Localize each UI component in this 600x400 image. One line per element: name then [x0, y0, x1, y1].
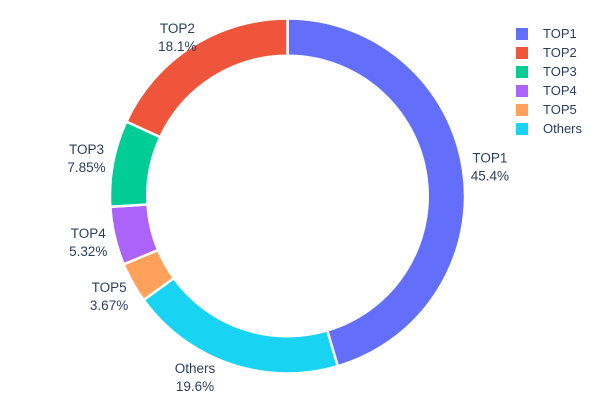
- slice-label-TOP4: TOP4 5.32%: [69, 226, 107, 259]
- legend-item-TOP5[interactable]: TOP5: [516, 100, 582, 119]
- legend-item-TOP2[interactable]: TOP2: [516, 43, 582, 62]
- legend-label: Others: [543, 121, 583, 136]
- legend-label: TOP3: [543, 64, 577, 79]
- pie-slice-TOP1[interactable]: [286, 17, 467, 368]
- legend-label: TOP4: [543, 83, 577, 98]
- legend-swatch-icon: [516, 65, 528, 78]
- legend-swatch-icon: [516, 103, 528, 116]
- legend-swatch-icon: [516, 46, 528, 59]
- slice-label-TOP1: TOP1 45.4%: [471, 151, 509, 184]
- pie-slice-Others[interactable]: [142, 276, 340, 375]
- slice-label-TOP2: TOP2 18.1%: [158, 21, 196, 54]
- slice-label-TOP5: TOP5 3.67%: [90, 280, 128, 313]
- legend-swatch-icon: [516, 122, 528, 135]
- legend-item-TOP3[interactable]: TOP3: [516, 62, 582, 81]
- legend-item-TOP4[interactable]: TOP4: [516, 81, 582, 100]
- legend-label: TOP2: [543, 45, 577, 60]
- legend-item-Others[interactable]: Others: [516, 119, 582, 138]
- legend-label: TOP1: [543, 26, 577, 41]
- legend: TOP1 TOP2 TOP3 TOP4 TOP5 Others: [516, 24, 582, 138]
- pie-slice-TOP2[interactable]: [125, 17, 289, 139]
- legend-swatch-icon: [516, 84, 528, 97]
- legend-label: TOP5: [543, 102, 577, 117]
- slice-label-Others: Others 19.6%: [175, 361, 216, 394]
- legend-swatch-icon: [516, 27, 528, 40]
- slice-label-TOP3: TOP3 7.85%: [67, 142, 105, 175]
- legend-item-TOP1[interactable]: TOP1: [516, 24, 582, 43]
